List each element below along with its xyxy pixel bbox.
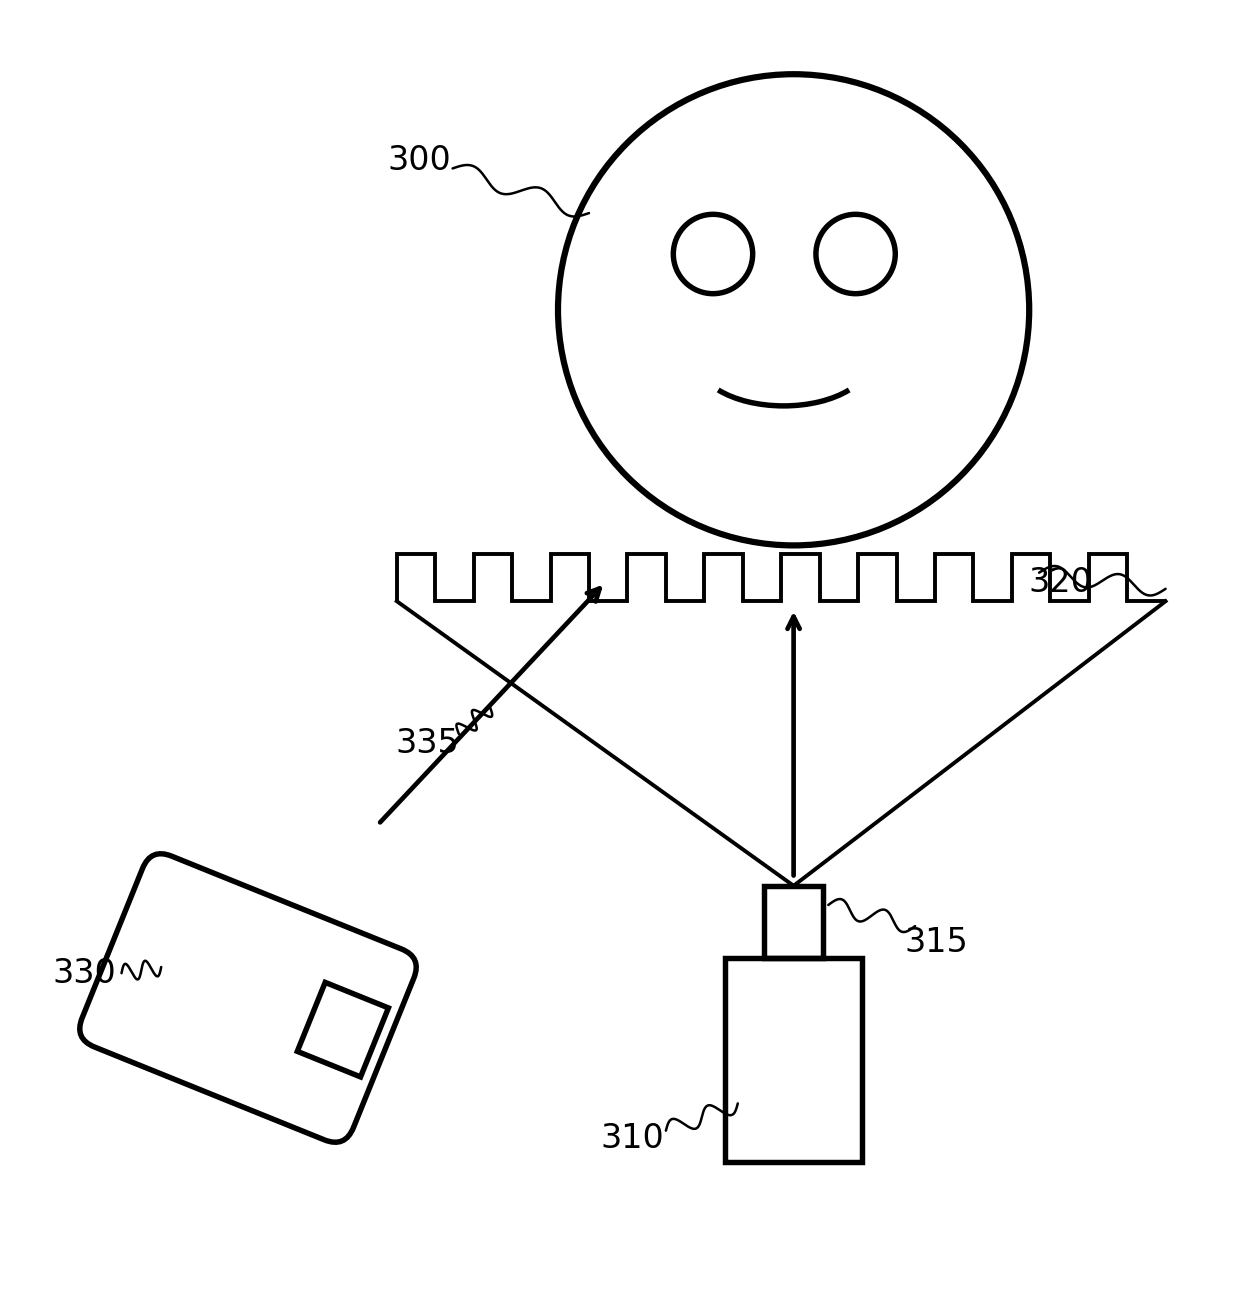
Text: 330: 330 <box>52 957 117 989</box>
Bar <box>725 958 862 1163</box>
Text: 310: 310 <box>600 1122 665 1155</box>
Text: 300: 300 <box>387 145 451 177</box>
Bar <box>298 983 388 1077</box>
Text: 320: 320 <box>1028 566 1092 599</box>
Text: 335: 335 <box>396 728 460 761</box>
Bar <box>764 886 823 958</box>
Text: 315: 315 <box>904 925 968 959</box>
